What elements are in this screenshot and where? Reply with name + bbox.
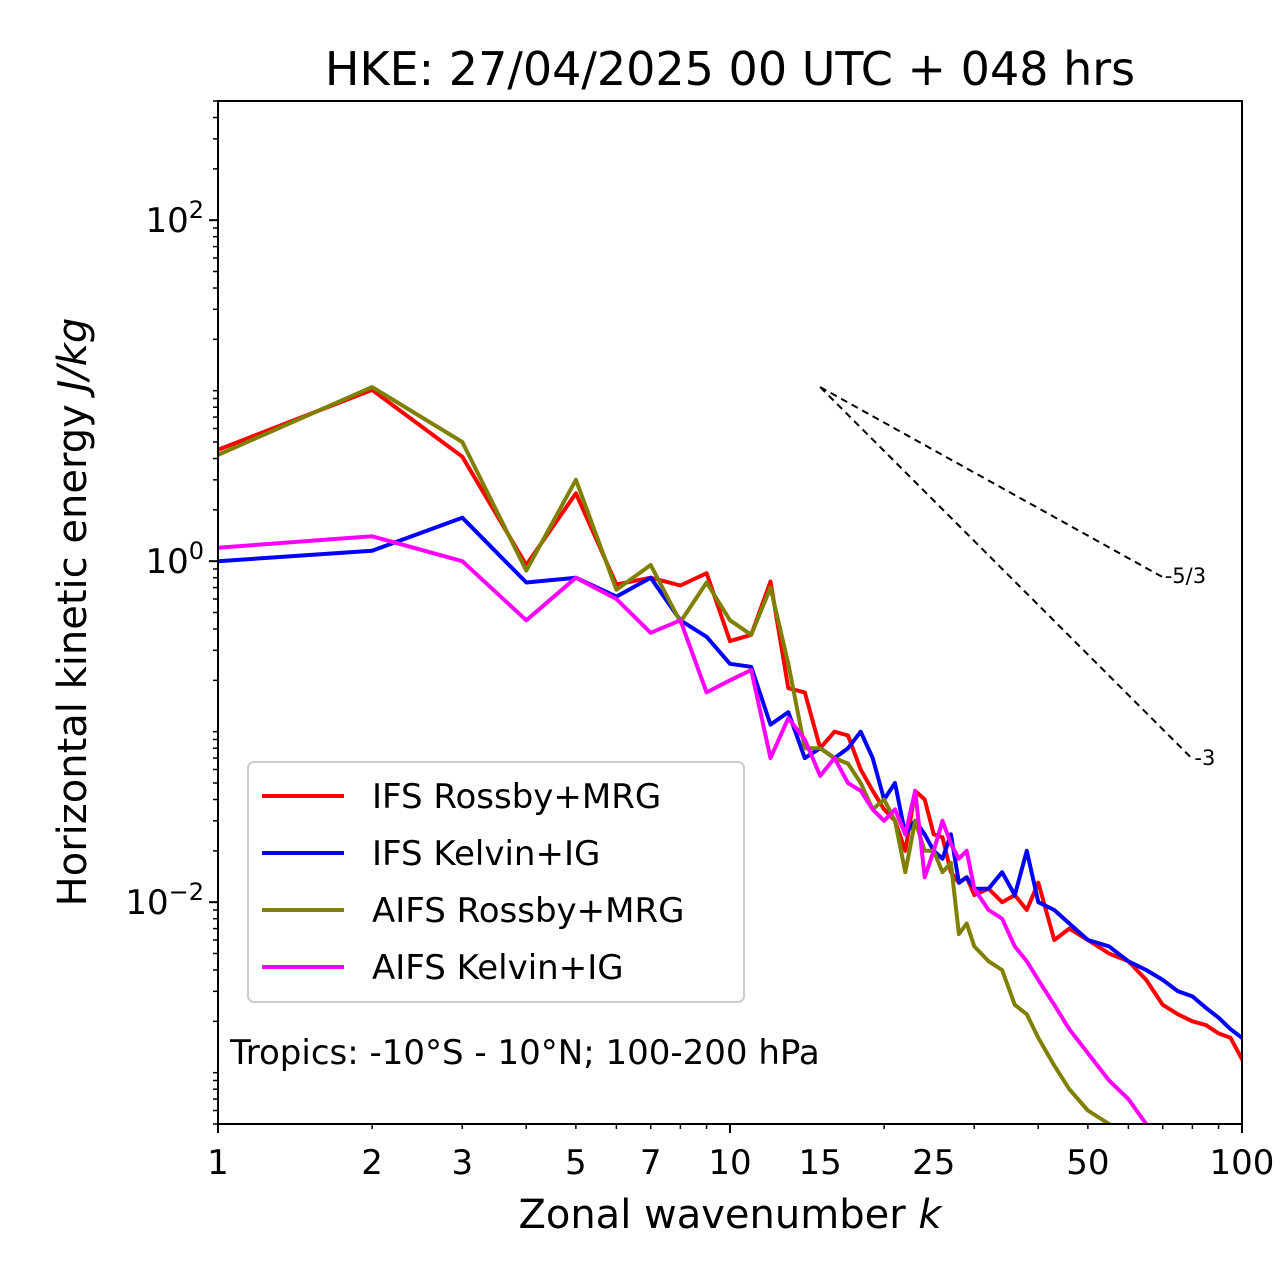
- x-tick-label: 2: [361, 1143, 383, 1183]
- chart-title: HKE: 27/04/2025 00 UTC + 048 hrs: [325, 42, 1135, 96]
- series-line-4: [218, 534, 1150, 1124]
- y-tick-label: 100: [145, 537, 204, 582]
- x-tick-label: 5: [565, 1143, 587, 1183]
- x-tick-label: 15: [799, 1143, 842, 1183]
- x-axis-label-var: k: [918, 1192, 943, 1238]
- region-annotation: Tropics: -10°S - 10°N; 100-200 hPa: [229, 1033, 820, 1073]
- reference-line-label-2: -3: [1194, 746, 1215, 770]
- x-tick-label: 10: [708, 1143, 751, 1183]
- reference-line-2: [819, 386, 1194, 760]
- y-tick-base: 10: [125, 883, 168, 923]
- legend-label-1: IFS Rossby+MRG: [372, 777, 661, 817]
- legend: IFS Rossby+MRG IFS Kelvin+IG AIFS Rossby+M…: [247, 761, 745, 1003]
- x-tick-label: 25: [912, 1143, 955, 1183]
- reference-lines: [819, 386, 1194, 760]
- legend-box: [247, 761, 745, 1003]
- x-tick-label: 1: [207, 1143, 229, 1183]
- y-tick-exponent: −2: [169, 878, 204, 906]
- x-tick-label: 7: [640, 1143, 662, 1183]
- y-axis-label-text: Horizontal kinetic energy: [50, 404, 96, 906]
- x-tick-label: 100: [1210, 1143, 1275, 1183]
- y-axis-label: Horizontal kinetic energy J/kg: [50, 318, 96, 907]
- series-line-2: [218, 515, 1242, 1041]
- y-tick-base: 10: [145, 201, 188, 241]
- legend-label-3: AIFS Rossby+MRG: [372, 891, 684, 931]
- legend-label-4: AIFS Kelvin+IG: [372, 948, 624, 988]
- series-line-3: [218, 385, 1113, 1124]
- x-axis-label: Zonal wavenumber k: [518, 1192, 943, 1238]
- legend-label-2: IFS Kelvin+IG: [372, 834, 600, 874]
- y-tick-exponent: 2: [189, 196, 204, 224]
- x-axis-ticks: 1 2 3 5 7 10 15 25 50 100: [207, 1124, 1274, 1183]
- reference-line-label-1: -5/3: [1165, 564, 1206, 588]
- reference-line-1: [819, 386, 1164, 579]
- reference-line-labels: -5/3 -3: [1165, 564, 1216, 770]
- series-layer: [218, 385, 1242, 1124]
- legend-entries: IFS Rossby+MRG IFS Kelvin+IG AIFS Rossby+M…: [262, 777, 684, 988]
- y-tick-label: 10−2: [125, 878, 204, 923]
- x-tick-label: 50: [1066, 1143, 1109, 1183]
- x-tick-label: 3: [451, 1143, 473, 1183]
- x-axis-label-text: Zonal wavenumber: [518, 1192, 906, 1238]
- y-tick-exponent: 0: [189, 537, 204, 565]
- y-tick-label: 102: [145, 196, 204, 241]
- y-tick-base: 10: [145, 542, 188, 582]
- y-axis-label-unit: J/kg: [50, 318, 96, 399]
